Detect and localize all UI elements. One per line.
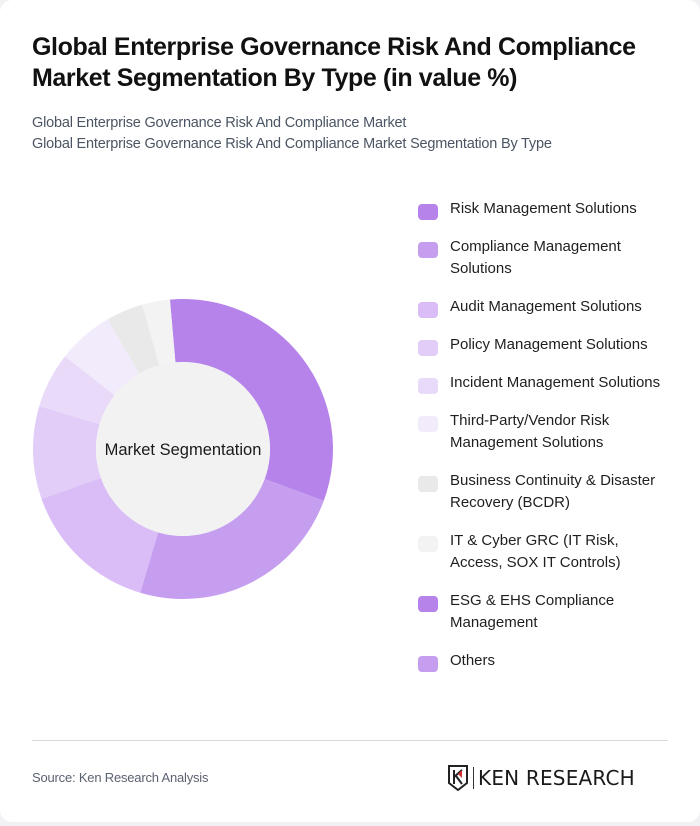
legend-item[interactable]: Policy Management Solutions — [418, 334, 678, 356]
donut-slice[interactable] — [41, 477, 159, 593]
legend-label: Risk Management Solutions — [450, 200, 637, 217]
legend-label: Incident Management Solutions — [450, 374, 661, 391]
legend-swatch — [418, 416, 438, 432]
legend-label: Policy Management Solutions — [450, 336, 648, 353]
chart-title: Global Enterprise Governance Risk And Co… — [32, 33, 636, 92]
legend-item[interactable]: Others — [418, 650, 678, 672]
legend-item[interactable]: Risk Management Solutions — [418, 198, 678, 220]
legend-swatch — [418, 242, 438, 258]
legend-label: Third-Party/Vendor Risk Management Solut… — [450, 412, 610, 451]
legend-label: Audit Management Solutions — [450, 298, 642, 315]
donut-slice[interactable] — [169, 299, 333, 501]
legend-label: IT & Cyber GRC (IT Risk, Access, SOX IT … — [450, 532, 621, 571]
source-note: Source: Ken Research Analysis — [32, 770, 209, 785]
legend-label: Business Continuity & Disaster Recovery … — [450, 472, 656, 511]
chart-legend: Risk Management Solutions Compliance Mana… — [418, 198, 678, 672]
legend-swatch — [418, 340, 438, 356]
subtitle-line-2: Global Enterprise Governance Risk And Co… — [32, 136, 552, 152]
donut-slice[interactable] — [65, 319, 140, 396]
legend-swatch — [418, 378, 438, 394]
donut-hole — [96, 362, 270, 536]
donut-slice[interactable] — [32, 406, 101, 499]
legend-item[interactable]: Business Continuity & Disaster Recovery … — [418, 470, 678, 514]
logo-separator — [473, 767, 474, 789]
legend-swatch — [418, 204, 438, 220]
ken-research-logo: KEN RESEARCH — [447, 764, 635, 792]
legend-swatch — [418, 302, 438, 318]
legend-swatch — [418, 656, 438, 672]
donut-slice[interactable] — [140, 479, 324, 599]
chart-subtitle: Global Enterprise Governance Risk And Co… — [32, 113, 672, 155]
legend-swatch — [418, 476, 438, 492]
footer-divider — [32, 740, 668, 741]
legend-item[interactable]: Compliance Management Solutions — [418, 236, 678, 280]
donut-chart: Market Segmentation — [28, 295, 338, 605]
legend-label: Compliance Management Solutions — [450, 238, 621, 277]
legend-item[interactable]: Third-Party/Vendor Risk Management Solut… — [418, 410, 678, 454]
legend-item[interactable]: Incident Management Solutions — [418, 372, 678, 394]
legend-label: ESG & EHS Compliance Management — [450, 592, 615, 631]
legend-label: Others — [450, 652, 496, 669]
legend-item[interactable]: IT & Cyber GRC (IT Risk, Access, SOX IT … — [418, 530, 678, 574]
donut-slice[interactable] — [107, 304, 160, 374]
ken-research-shield-icon — [448, 765, 468, 791]
donut-slice[interactable] — [39, 356, 115, 425]
donut-svg — [32, 299, 333, 599]
logo-text: KEN RESEARCH — [478, 766, 635, 790]
legend-swatch — [418, 596, 438, 612]
legend-item[interactable]: ESG & EHS Compliance Management — [418, 590, 678, 634]
subtitle-line-1: Global Enterprise Governance Risk And Co… — [32, 115, 407, 131]
donut-slice[interactable] — [142, 299, 176, 366]
legend-item[interactable]: Audit Management Solutions — [418, 296, 678, 318]
legend-swatch — [418, 536, 438, 552]
